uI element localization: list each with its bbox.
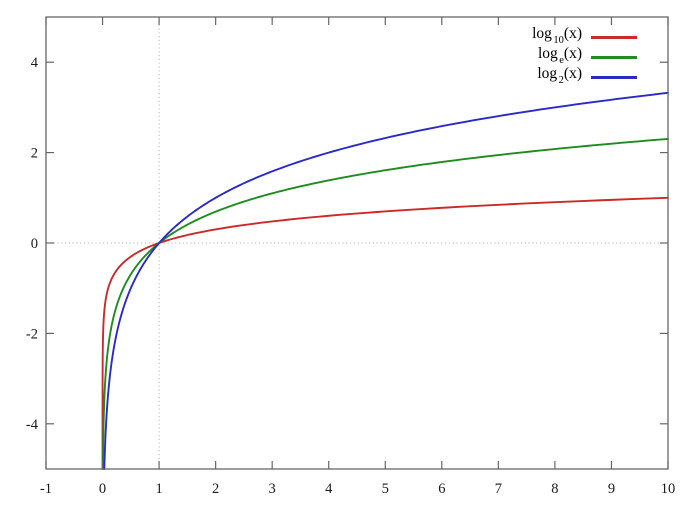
y-tick-label: -2 xyxy=(26,326,38,342)
curve-log_e xyxy=(101,137,669,470)
curve-log10 xyxy=(101,196,669,470)
y-tick-label: -4 xyxy=(26,417,39,433)
legend-label-loge: log e(x) xyxy=(537,44,582,67)
x-tick-label: 10 xyxy=(661,481,676,497)
x-tick-label: 5 xyxy=(382,481,389,497)
y-tick-label: 4 xyxy=(31,55,39,71)
x-tick-label: 1 xyxy=(155,481,162,497)
x-tick-label: -1 xyxy=(40,481,52,497)
y-tick-label: 0 xyxy=(31,236,38,252)
legend-item-log10: log 10(x) xyxy=(532,24,637,47)
legend-label-log2: log 2(x) xyxy=(537,64,582,87)
x-tick-label: 9 xyxy=(608,481,615,497)
legend-line-sample-loge xyxy=(591,55,637,59)
legend-item-log2: log 2(x) xyxy=(532,64,637,87)
x-tick-label: 8 xyxy=(551,481,558,497)
legend: log 10(x) log e(x) log 2(x) xyxy=(532,24,637,87)
legend-label-log10: log 10(x) xyxy=(532,24,582,47)
x-tick-label: 0 xyxy=(99,481,106,497)
legend-item-loge: log e(x) xyxy=(532,44,637,67)
x-tick-label: 3 xyxy=(269,481,276,497)
x-tick-label: 6 xyxy=(438,481,445,497)
y-tick-label: 2 xyxy=(31,146,38,162)
curve-log2 xyxy=(103,91,669,470)
legend-line-sample-log10 xyxy=(591,35,637,39)
x-tick-label: 4 xyxy=(325,481,333,497)
legend-line-sample-log2 xyxy=(591,75,637,79)
x-tick-label: 2 xyxy=(212,481,219,497)
x-tick-label: 7 xyxy=(495,481,502,497)
